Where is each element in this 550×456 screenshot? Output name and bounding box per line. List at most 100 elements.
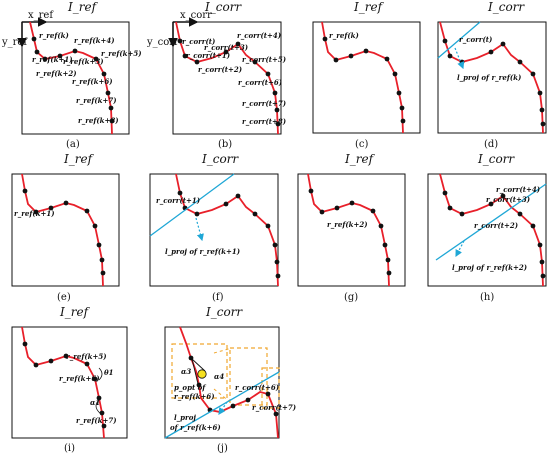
point-label: r_ref(k+1) <box>14 209 55 218</box>
curve-point <box>22 188 28 194</box>
curve-point <box>235 193 241 199</box>
optimal-point <box>197 369 207 379</box>
projection-label: of r_ref(k+6) <box>170 423 221 432</box>
curve-point <box>488 201 494 207</box>
curve-point <box>194 211 200 217</box>
point-label: r_corr(t+2) <box>198 65 242 74</box>
caption-h: (h) <box>480 292 494 303</box>
panel-g-title: I_ref <box>344 152 376 166</box>
curve-point <box>42 56 48 62</box>
curve-point <box>265 71 271 77</box>
point-label: r_corr(t+6) <box>238 78 282 87</box>
angle-label: α1 <box>90 398 100 407</box>
point-label: r_corr(t+4) <box>496 185 540 194</box>
curve-point <box>442 38 448 44</box>
curve-point <box>272 90 278 96</box>
point-label: r_ref(k+7) <box>76 416 117 425</box>
panel-b-frame <box>172 21 282 135</box>
caption-a: (a) <box>66 139 80 150</box>
panel-b: I_corr x_corr y_corr r_corr(t) r_corr(t+… <box>146 0 286 150</box>
panel-a-frame <box>21 21 130 135</box>
curve-point <box>396 90 402 96</box>
projection-arrow <box>195 217 204 242</box>
curve-point <box>363 48 369 54</box>
angle-arc <box>98 367 103 381</box>
panel-b-title: I_corr <box>204 0 242 14</box>
projection-line <box>149 173 235 237</box>
curve-point <box>63 200 69 206</box>
panel-i-frame <box>11 326 128 439</box>
panel-e-frame <box>11 173 120 287</box>
curve-point <box>22 341 28 347</box>
curve-point <box>100 270 106 276</box>
curve-point <box>177 38 183 44</box>
caption-f: (f) <box>212 292 224 303</box>
corr-points <box>177 190 281 279</box>
curve-point <box>459 211 465 217</box>
curve-point <box>235 41 241 47</box>
optimal-label: r_ref(k+6) <box>174 392 215 401</box>
projection-line <box>435 183 547 261</box>
ref-points <box>22 188 106 276</box>
panel-d-frame <box>437 21 547 134</box>
panel-g-frame <box>297 173 406 287</box>
curve-point <box>530 223 536 229</box>
point-label: r_ref(k+3) <box>63 57 104 66</box>
caption-j: (j) <box>217 443 228 454</box>
point-label: r_corr(t+2) <box>474 221 518 230</box>
ref-points <box>31 36 115 124</box>
curve-point <box>370 208 376 214</box>
curve-point <box>99 257 105 263</box>
panel-c-frame <box>312 21 421 134</box>
projection-arrow <box>454 47 465 70</box>
curve-point <box>500 41 506 47</box>
search-box <box>261 367 280 409</box>
projection-label: l_proj <box>174 413 196 422</box>
point-label: r_ref(k+6) <box>59 374 100 383</box>
caption-d: (d) <box>484 139 498 150</box>
curve-point <box>109 118 115 124</box>
corr-points <box>188 355 279 417</box>
curve-point <box>33 209 39 215</box>
ref-curve <box>21 326 105 439</box>
caption-i: (i) <box>64 443 75 454</box>
projection-label: l_proj of r_ref(k+1) <box>165 247 240 256</box>
curve-point <box>322 36 328 42</box>
point-label: r_ref(k+6) <box>72 77 113 86</box>
projection-line <box>164 371 280 439</box>
curve-point <box>273 411 279 417</box>
curve-point <box>223 49 229 55</box>
projection-arrow <box>455 240 465 258</box>
point-label: r_corr(t+5) <box>242 55 286 64</box>
curve-point <box>182 53 188 59</box>
curve-point <box>447 53 453 59</box>
x-axis-label: x_ref <box>28 10 54 21</box>
ref-points <box>322 36 406 124</box>
caption-g: (g) <box>344 292 358 303</box>
point-label: r_ref(k) <box>39 31 69 40</box>
curve-point <box>34 49 40 55</box>
panel-d-title: I_corr <box>487 0 525 14</box>
panel-d: I_corr r_corr(t) l_proj of r_ref(k) (d) <box>437 0 547 150</box>
curve-point <box>265 223 271 229</box>
point-label: r_ref(k+1) <box>32 55 73 64</box>
curve-point <box>48 358 54 364</box>
curve-point <box>537 90 543 96</box>
curve-point <box>177 190 183 196</box>
caption-c: (c) <box>355 139 369 150</box>
panel-i: I_ref r_ref(k+5) r_ref(k+6) r_ref(k+7) θ… <box>11 305 128 454</box>
point-label: r_ref(k+4) <box>74 36 115 45</box>
curve-point <box>378 223 384 229</box>
point-label: r_corr(t) <box>459 35 492 44</box>
curve-point <box>348 53 354 59</box>
panel-f-title: I_corr <box>201 152 239 166</box>
curve-point <box>63 353 69 359</box>
point-label: r_ref(k+2) <box>327 220 368 229</box>
y-axis-label: y_corr <box>146 37 179 48</box>
angle-label: θ1 <box>104 368 114 377</box>
curve-point <box>92 376 98 382</box>
ref-points <box>308 188 392 276</box>
curve-point <box>384 56 390 62</box>
panel-f-frame <box>149 173 279 287</box>
point-label: r_corr(t+7) <box>242 99 286 108</box>
